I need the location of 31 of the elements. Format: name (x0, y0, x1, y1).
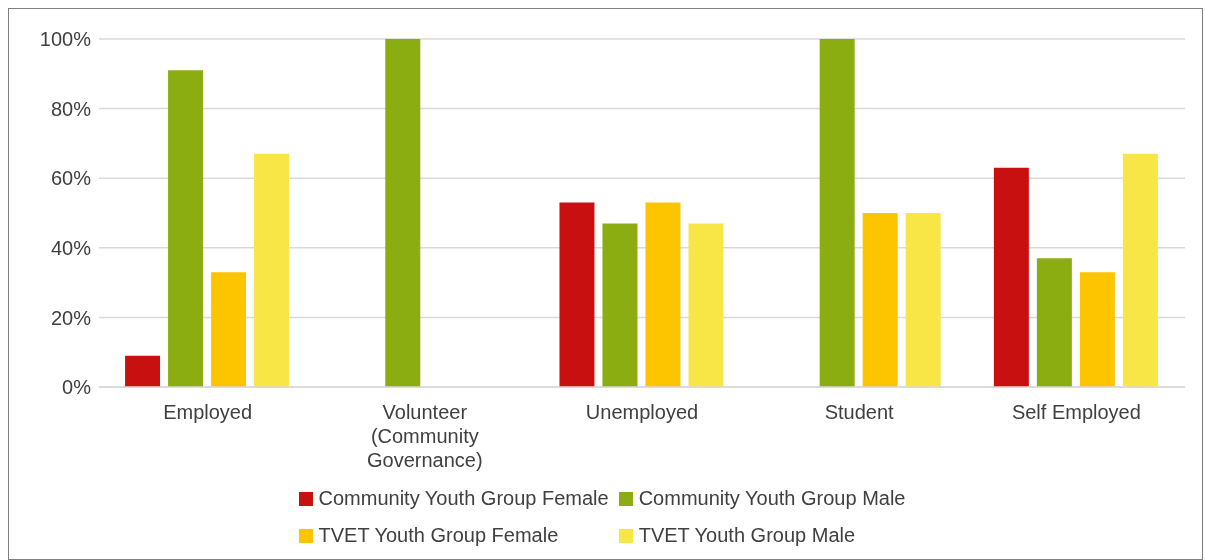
bar (1036, 258, 1072, 387)
bar (168, 70, 204, 387)
y-tick-label: 60% (50, 167, 92, 190)
x-tick-label: Unemployed (585, 401, 699, 423)
x-tick-label: Volunteer (Community Governance) (366, 401, 483, 471)
bar (862, 213, 898, 387)
bar (1079, 272, 1115, 387)
bar (688, 223, 724, 387)
bar (211, 272, 247, 387)
bar (905, 213, 941, 387)
x-tick-label: Self Employed (1011, 401, 1141, 423)
bar (125, 355, 161, 387)
bar (645, 202, 681, 387)
bar (819, 39, 855, 387)
legend-label: TVET Youth Group Female (318, 524, 559, 547)
x-tick-label: Student (824, 401, 895, 423)
y-tick-label: 100% (39, 28, 92, 51)
bar (1122, 153, 1158, 387)
bar (254, 153, 290, 387)
bar (559, 202, 595, 387)
y-tick-label: 40% (50, 236, 92, 259)
x-tick-label: Employed (163, 401, 253, 423)
y-tick-label: 0% (62, 376, 92, 399)
bar (993, 167, 1029, 387)
bar (602, 223, 638, 387)
legend-label: TVET Youth Group Male (638, 524, 856, 547)
y-tick-label: 80% (50, 97, 92, 120)
y-tick-label: 20% (50, 306, 92, 329)
legend-label: Community Youth Group Female (318, 487, 609, 510)
legend-label: Community Youth Group Male (638, 487, 906, 510)
bar (385, 39, 421, 387)
